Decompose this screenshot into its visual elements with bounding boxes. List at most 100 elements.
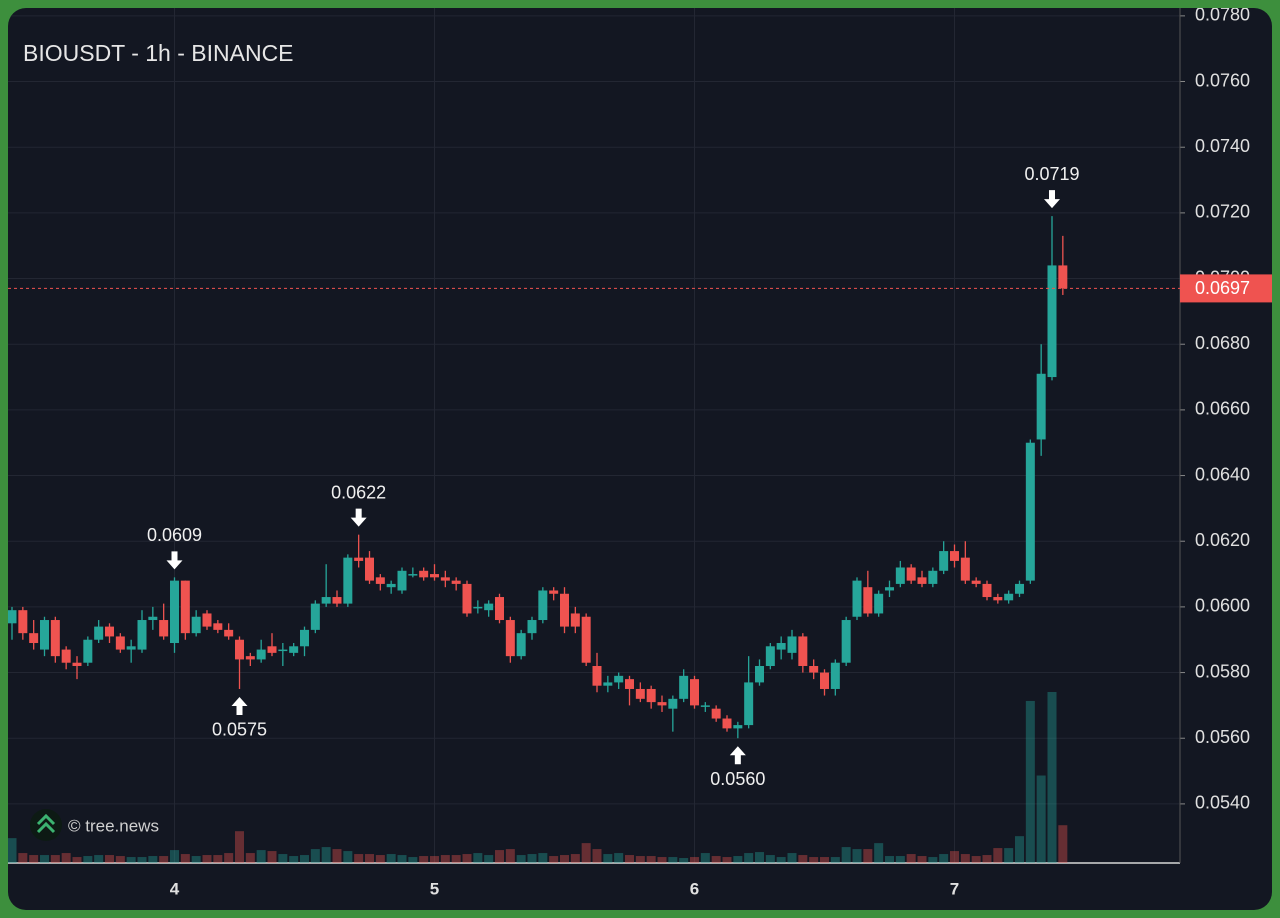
- volume-bar: [473, 853, 483, 863]
- candle-body: [971, 580, 981, 584]
- volume-bar: [462, 854, 472, 863]
- volume-bar: [505, 849, 515, 863]
- volume-bar: [115, 856, 125, 863]
- volume-bar: [939, 854, 949, 863]
- candle-body: [310, 603, 320, 630]
- candle-body: [809, 665, 819, 673]
- volume-bar: [830, 857, 840, 863]
- candle-body: [917, 577, 927, 584]
- volume-bar: [722, 857, 732, 863]
- volume-bar: [83, 856, 93, 863]
- y-tick-label: 0.0720: [1195, 202, 1250, 222]
- volume-bar: [765, 855, 775, 863]
- candle-body: [365, 557, 374, 581]
- candle-body: [245, 656, 255, 660]
- candle-body: [505, 620, 515, 657]
- candle-body: [711, 708, 721, 719]
- volume-bar: [170, 850, 179, 863]
- x-tick-label: 7: [950, 879, 959, 898]
- annotation-arrow: [350, 508, 367, 527]
- candle-body: [625, 679, 634, 689]
- candle-body: [1015, 583, 1024, 594]
- volume-bar: [40, 855, 49, 863]
- candle-body: [343, 557, 353, 604]
- candle-body: [430, 574, 439, 578]
- volume-bar: [72, 857, 82, 863]
- candle-body: [527, 620, 537, 634]
- volume-bar: [278, 854, 288, 863]
- y-tick-label: 0.0640: [1195, 464, 1250, 484]
- volume-bar: [354, 854, 364, 863]
- chart-frame: BIOUSDT - 1h - BINANCE © tree.news 0.078…: [8, 8, 1272, 910]
- volume-bar: [917, 856, 927, 863]
- candle-body: [462, 583, 472, 614]
- candle-body: [375, 577, 385, 584]
- candle-body: [679, 675, 689, 699]
- y-tick-label: 0.0780: [1195, 8, 1250, 25]
- candle-body: [549, 590, 559, 594]
- y-tick-label: 0.0760: [1195, 70, 1250, 90]
- candle-body: [820, 672, 829, 689]
- candle-body: [1058, 265, 1068, 289]
- chart-title: BIOUSDT - 1h - BINANCE: [23, 40, 294, 66]
- candle-body: [700, 705, 710, 707]
- candle-body: [538, 590, 548, 621]
- volume-bar: [527, 854, 537, 863]
- volume-bar: [332, 849, 342, 863]
- annotation-arrow: [1044, 190, 1060, 209]
- candle-body: [473, 606, 483, 609]
- volume-bar: [126, 857, 136, 863]
- volume-bar: [1015, 836, 1024, 863]
- candle-body: [191, 616, 201, 634]
- volume-bar: [928, 857, 938, 863]
- volume-bar: [94, 855, 104, 863]
- candle-body: [451, 580, 461, 584]
- candle-body: [950, 551, 959, 561]
- volume-bar: [581, 843, 591, 863]
- volume-bar: [321, 847, 331, 863]
- candle-body: [614, 675, 624, 683]
- volume-bar: [776, 857, 786, 863]
- volume-bar: [224, 853, 234, 863]
- volume-bar: [18, 853, 28, 863]
- volume-bar: [343, 851, 353, 863]
- candle-body: [852, 580, 862, 617]
- candle-body: [321, 597, 331, 604]
- candle-body: [267, 646, 277, 653]
- volume-bar: [614, 853, 624, 863]
- volume-bar: [950, 851, 959, 863]
- candle-body: [40, 620, 49, 650]
- candle-body: [213, 623, 223, 630]
- candle-body: [408, 574, 418, 576]
- volume-bar: [809, 857, 819, 863]
- candle-body: [895, 567, 905, 584]
- candle-body: [1047, 265, 1057, 378]
- annotation-arrow: [166, 551, 183, 570]
- candle-body: [83, 639, 93, 663]
- candle-body: [755, 665, 764, 683]
- volume-bar: [29, 855, 39, 863]
- candle-body: [484, 603, 494, 611]
- chart: BIOUSDT - 1h - BINANCE © tree.news 0.078…: [8, 8, 1272, 898]
- annotation-arrow: [231, 696, 248, 715]
- candle-body: [906, 567, 916, 581]
- candle-body: [722, 718, 732, 729]
- candle-body: [798, 636, 808, 666]
- candle-body: [560, 593, 569, 627]
- candle-body: [668, 698, 678, 709]
- volume-bar: [495, 850, 504, 863]
- annotation-label: 0.0575: [212, 720, 267, 740]
- volume-bar: [202, 855, 212, 863]
- candle-body: [830, 662, 840, 689]
- volume-bar: [419, 856, 429, 863]
- candle-body: [180, 580, 190, 634]
- volume-bar: [895, 856, 905, 863]
- y-tick-label: 0.0600: [1195, 596, 1250, 616]
- annotation-arrow: [729, 746, 746, 765]
- volume-bar: [61, 853, 71, 863]
- volume-bar: [755, 852, 764, 863]
- volume-bar: [516, 855, 526, 863]
- volume-bar: [289, 856, 299, 863]
- candle-body: [300, 629, 309, 647]
- candle-body: [1025, 442, 1035, 581]
